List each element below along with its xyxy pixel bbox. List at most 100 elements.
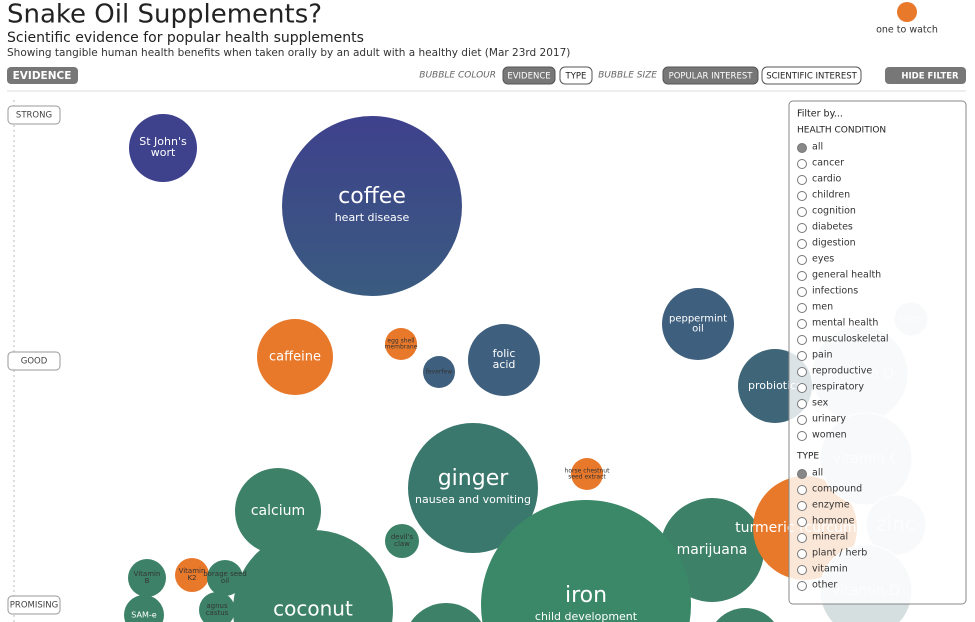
radio[interactable] — [797, 431, 807, 441]
filter-option[interactable]: vitamin — [812, 564, 848, 575]
filter-option[interactable]: women — [812, 430, 847, 441]
filter-option[interactable]: respiratory — [812, 382, 864, 393]
filter-option[interactable]: cognition — [812, 206, 856, 217]
option-button[interactable] — [662, 66, 759, 85]
radio[interactable] — [797, 549, 807, 559]
radio[interactable] — [797, 191, 807, 201]
radio[interactable] — [797, 319, 807, 329]
filter-option[interactable]: plant / herb — [812, 548, 867, 559]
option-label[interactable]: TYPE — [565, 72, 587, 82]
level-label: GOOD — [21, 357, 48, 367]
bubble-label: agnus castus — [206, 602, 229, 617]
bubble-sublabel: heart disease — [335, 211, 410, 224]
filter-panel — [788, 100, 967, 605]
filter-option[interactable]: cardio — [812, 174, 841, 185]
radio[interactable] — [797, 255, 807, 265]
filter-option[interactable]: enzyme — [812, 500, 850, 511]
bubble-label: SAM-e — [131, 611, 156, 620]
level-box — [7, 351, 61, 371]
radio[interactable] — [797, 415, 807, 425]
bubble-label: peppermint oil — [669, 314, 727, 335]
radio[interactable] — [797, 159, 807, 169]
filter-option[interactable]: reproductive — [812, 366, 872, 377]
level-label: STRONG — [16, 111, 52, 121]
radio[interactable] — [797, 565, 807, 575]
radio[interactable] — [797, 303, 807, 313]
bubble-label: coffee — [338, 184, 406, 209]
bubble — [282, 116, 462, 296]
radio[interactable] — [797, 383, 807, 393]
filter-option[interactable]: compound — [812, 484, 862, 495]
bubble — [385, 328, 417, 360]
title: Snake Oil Supplements? — [7, 0, 322, 30]
filter-option[interactable]: urinary — [812, 414, 846, 425]
bubble — [408, 423, 538, 553]
filter-option[interactable]: eyes — [812, 254, 834, 265]
bubble-label: feverfew — [426, 369, 452, 376]
filter-option[interactable]: diabetes — [812, 222, 853, 233]
filter-option[interactable]: digestion — [812, 238, 856, 249]
radio[interactable] — [797, 469, 807, 479]
bubble — [128, 559, 166, 597]
size-label: BUBBLE SIZE — [598, 71, 657, 81]
bubble-sublabel: nausea and vomiting — [415, 493, 531, 506]
bubble — [410, 603, 482, 622]
radio[interactable] — [797, 533, 807, 543]
option-label[interactable]: SCIENTIFIC INTEREST — [766, 72, 857, 82]
filter-option[interactable]: pain — [812, 350, 833, 361]
radio[interactable] — [797, 175, 807, 185]
filter-option[interactable]: musculoskeletal — [812, 334, 889, 345]
radio[interactable] — [797, 287, 807, 297]
filter-option[interactable]: other — [812, 580, 837, 591]
bubble-label: Vitamin K2 — [179, 567, 206, 582]
watch-label: one to watch — [876, 25, 938, 36]
filter-option[interactable]: mental health — [812, 318, 878, 329]
bubble-label: borage seed oil — [203, 570, 247, 585]
bubble — [207, 560, 243, 596]
filter-option[interactable]: all — [812, 468, 823, 479]
filter-option[interactable]: children — [812, 190, 850, 201]
radio[interactable] — [797, 581, 807, 591]
level-box — [7, 595, 61, 615]
radio[interactable] — [797, 271, 807, 281]
filter-option[interactable]: sex — [812, 398, 829, 409]
filter-option[interactable]: men — [812, 302, 833, 313]
filter-option[interactable]: all — [812, 142, 823, 153]
bubble-label: devil's claw — [391, 533, 414, 548]
filter-option[interactable]: cancer — [812, 158, 844, 169]
bubble-label: calcium — [251, 503, 305, 519]
bubble — [124, 595, 164, 622]
radio[interactable] — [797, 367, 807, 377]
radio[interactable] — [797, 501, 807, 511]
filter-option[interactable]: mineral — [812, 532, 848, 543]
radio[interactable] — [797, 517, 807, 527]
radio[interactable] — [797, 335, 807, 345]
filter-option[interactable]: infections — [812, 286, 858, 297]
radio[interactable] — [797, 143, 807, 153]
radio[interactable] — [797, 399, 807, 409]
level-label: PROMISING — [10, 601, 58, 611]
radio[interactable] — [797, 485, 807, 495]
bubble-label: marijuana — [677, 542, 748, 558]
bubble-label: ginger — [438, 466, 510, 491]
bubble-label: horse chestnut seed extract — [565, 467, 611, 480]
option-label[interactable]: EVIDENCE — [507, 72, 550, 82]
colour-label: BUBBLE COLOUR — [419, 71, 496, 81]
filter-option[interactable]: hormone — [812, 516, 855, 527]
option-label[interactable]: POPULAR INTEREST — [669, 72, 754, 82]
bubble-label: egg shell membrane — [385, 337, 418, 350]
radio[interactable] — [797, 207, 807, 217]
radio[interactable] — [797, 239, 807, 249]
note: Showing tangible human health benefits w… — [7, 47, 570, 59]
option-button[interactable] — [559, 66, 593, 85]
radio[interactable] — [797, 223, 807, 233]
option-button[interactable] — [761, 66, 862, 85]
level-box — [7, 105, 61, 125]
filter-button-label[interactable]: HIDE FILTER — [901, 72, 959, 82]
option-button[interactable] — [502, 66, 556, 85]
bubble — [423, 356, 455, 388]
filter-option[interactable]: general health — [812, 270, 881, 281]
filter-button[interactable] — [885, 67, 966, 84]
radio[interactable] — [797, 351, 807, 361]
filter-title: Filter by... — [797, 109, 843, 120]
